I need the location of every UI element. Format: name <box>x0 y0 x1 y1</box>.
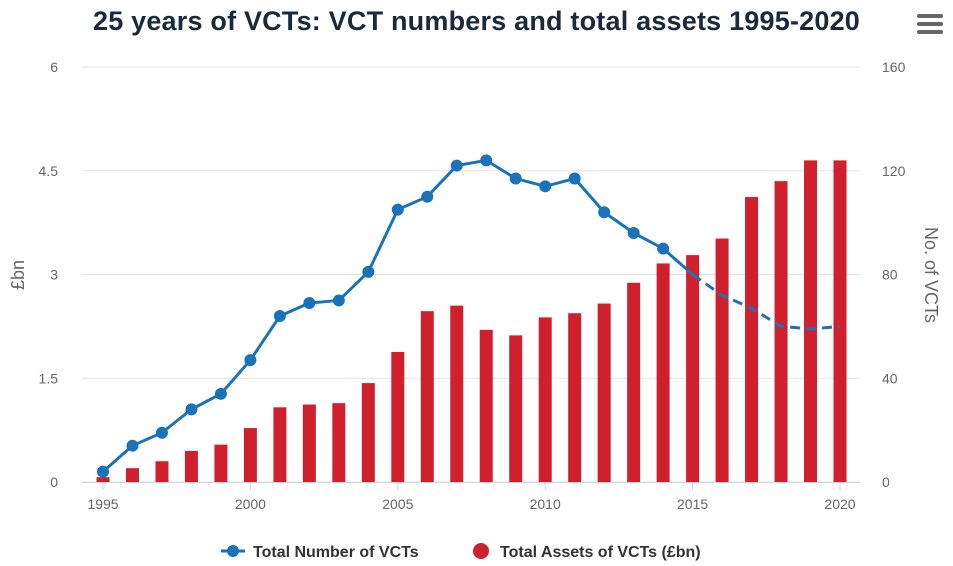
vct-number-point <box>450 159 463 172</box>
vct-number-point <box>391 203 404 216</box>
vct-number-point <box>97 465 109 478</box>
vct-number-point <box>126 439 139 452</box>
asset-bar <box>243 428 257 482</box>
line-series <box>97 154 841 478</box>
vct-number-point <box>480 154 493 167</box>
vct-number-point <box>568 172 581 185</box>
asset-bar <box>538 317 552 482</box>
right-tick-label: 80 <box>882 267 898 283</box>
x-axis-ticks: 1995 2000 2005 2010 2015 2020 <box>87 482 856 512</box>
vct-number-point <box>155 426 168 439</box>
vct-number-point <box>244 354 257 367</box>
asset-bar <box>715 238 729 482</box>
left-tick-label: 1.5 <box>39 370 59 386</box>
left-tick-label: 0 <box>50 474 58 490</box>
asset-bar <box>96 477 110 482</box>
vct-number-line-dashed <box>691 273 841 331</box>
x-tick-label: 2020 <box>824 496 855 512</box>
right-tick-label: 160 <box>882 59 906 75</box>
asset-bar <box>656 263 670 482</box>
asset-bar <box>361 383 375 482</box>
right-tick-label: 120 <box>882 163 906 179</box>
asset-bar <box>568 313 582 482</box>
asset-bar <box>273 407 287 482</box>
asset-bar <box>125 468 139 482</box>
asset-bar <box>745 197 759 483</box>
vct-number-point <box>598 206 611 219</box>
legend: Total Number of VCTs Total Assets of VCT… <box>221 543 701 561</box>
right-tick-label: 40 <box>882 370 898 386</box>
left-axis-title: £bn <box>8 260 28 290</box>
asset-bar <box>391 351 405 482</box>
asset-bar <box>214 444 228 482</box>
asset-bar <box>420 311 434 482</box>
asset-bar <box>597 303 611 482</box>
vct-number-point <box>185 403 198 416</box>
asset-bar <box>332 403 346 482</box>
legend-label-vct-number: Total Number of VCTs <box>253 544 419 561</box>
vct-number-point <box>332 294 345 307</box>
gridlines <box>82 66 860 483</box>
asset-bar <box>509 335 523 482</box>
vct-number-point <box>303 297 316 310</box>
asset-bar <box>686 255 700 482</box>
legend-item-line[interactable]: Total Number of VCTs <box>221 544 419 561</box>
asset-bar <box>479 329 493 482</box>
x-tick-label: 2015 <box>677 496 708 512</box>
asset-bar <box>184 450 198 482</box>
right-tick-label: 0 <box>882 474 890 490</box>
vct-number-point <box>214 387 227 400</box>
x-tick-label: 1995 <box>87 496 118 512</box>
chart-title: 25 years of VCTs: VCT numbers and total … <box>92 6 860 36</box>
vct-number-point <box>657 242 670 255</box>
legend-item-bar[interactable]: Total Assets of VCTs (£bn) <box>473 543 701 561</box>
right-axis-ticks: 0 40 80 120 160 <box>882 59 906 490</box>
vct-number-point <box>627 227 640 239</box>
asset-bar <box>450 305 464 482</box>
hamburger-menu-icon[interactable] <box>917 14 943 38</box>
vct-number-point <box>421 190 434 203</box>
legend-label-total-assets: Total Assets of VCTs (£bn) <box>500 544 701 561</box>
asset-bar <box>833 160 847 482</box>
vct-number-point <box>273 310 286 322</box>
right-axis-title: No. of VCTs <box>921 227 941 323</box>
left-tick-label: 3 <box>50 267 58 283</box>
bar-series <box>96 160 847 483</box>
asset-bar <box>155 461 169 482</box>
x-tick-label: 2010 <box>530 496 561 512</box>
vct-number-point <box>539 180 552 193</box>
vct-number-point <box>509 172 522 185</box>
vct-number-point <box>362 265 375 278</box>
x-tick-label: 2000 <box>235 496 266 512</box>
left-axis-ticks: 0 1.5 3 4.5 6 <box>39 59 59 490</box>
asset-bar <box>627 282 641 482</box>
asset-bar <box>804 160 818 482</box>
left-tick-label: 4.5 <box>39 163 59 179</box>
asset-bar <box>774 181 788 482</box>
asset-bar <box>302 404 316 482</box>
x-tick-label: 2005 <box>382 496 413 512</box>
left-tick-label: 6 <box>50 59 58 75</box>
